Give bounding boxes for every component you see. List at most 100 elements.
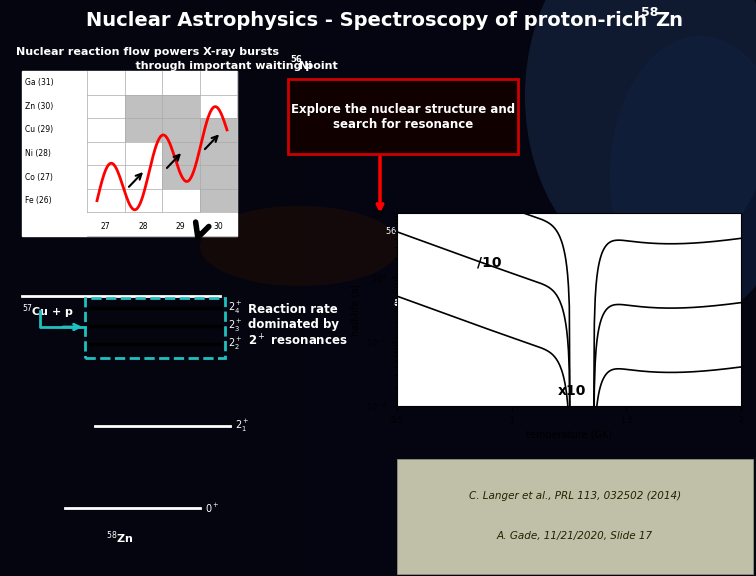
Bar	[302, 570, 756, 573]
Bar	[302, 185, 756, 188]
Bar	[302, 229, 756, 232]
Bar	[302, 240, 756, 243]
Bar	[302, 460, 756, 463]
Bar	[302, 26, 756, 29]
Bar	[302, 550, 756, 553]
Bar	[302, 440, 756, 443]
Bar	[302, 90, 756, 93]
Text: 58: 58	[641, 6, 658, 20]
Text: Nuclear reaction flow powers X-ray bursts: Nuclear reaction flow powers X-ray burst…	[17, 47, 280, 57]
Bar	[302, 301, 756, 304]
Bar	[302, 64, 756, 67]
Bar	[302, 518, 756, 521]
Text: 28: 28	[138, 222, 148, 231]
Bar	[302, 6, 756, 9]
Bar	[302, 521, 756, 524]
Bar	[302, 252, 756, 255]
Bar	[302, 316, 756, 319]
Bar	[302, 443, 756, 446]
Bar	[302, 376, 756, 379]
Bar	[302, 278, 756, 281]
Text: 27: 27	[101, 222, 110, 231]
Bar	[302, 23, 756, 26]
Bar	[302, 116, 756, 119]
Bar	[302, 183, 756, 185]
Bar	[302, 98, 756, 101]
Bar	[302, 104, 756, 107]
Bar	[302, 431, 756, 434]
Bar	[302, 336, 756, 339]
Bar	[302, 177, 756, 180]
Bar	[22, 71, 237, 236]
Bar	[302, 423, 756, 426]
Bar	[302, 232, 756, 234]
Bar	[302, 263, 756, 266]
Text: $^{57}$Cu + p: $^{57}$Cu + p	[22, 303, 74, 321]
Bar	[302, 257, 756, 260]
Bar	[302, 93, 756, 96]
Y-axis label: half-life (s): half-life (s)	[351, 283, 361, 336]
Bar	[302, 153, 756, 156]
Bar	[302, 480, 756, 483]
Bar	[302, 411, 756, 414]
Bar	[302, 539, 756, 541]
Bar	[302, 287, 756, 290]
Bar	[302, 243, 756, 246]
Bar	[85, 298, 225, 358]
Bar	[162, 118, 200, 142]
Bar	[302, 408, 756, 411]
Bar	[302, 515, 756, 518]
Bar	[302, 391, 756, 393]
Bar	[302, 150, 756, 153]
Bar	[302, 290, 756, 293]
Text: Zn (30): Zn (30)	[25, 102, 53, 111]
Bar	[302, 159, 756, 162]
Text: 56: 56	[290, 55, 302, 65]
Bar	[302, 434, 756, 437]
Bar	[200, 165, 237, 189]
Text: /10: /10	[477, 255, 502, 269]
Bar	[302, 403, 756, 406]
Bar	[302, 174, 756, 177]
Bar	[302, 281, 756, 283]
Bar	[302, 209, 756, 211]
Bar	[302, 478, 756, 480]
Bar	[302, 43, 756, 46]
Bar	[302, 454, 756, 457]
Bar	[302, 573, 756, 576]
Bar	[302, 293, 756, 295]
Bar	[302, 139, 756, 142]
X-axis label: temperature (GK): temperature (GK)	[526, 430, 612, 441]
Bar	[302, 498, 756, 501]
Bar	[302, 559, 756, 562]
Bar	[302, 200, 756, 203]
Text: Fe (26): Fe (26)	[25, 196, 51, 205]
Bar	[302, 339, 756, 342]
Bar	[302, 142, 756, 145]
Bar	[302, 512, 756, 515]
Bar	[302, 463, 756, 466]
Bar	[302, 452, 756, 454]
Bar	[302, 324, 756, 327]
Bar	[302, 130, 756, 133]
Bar	[302, 113, 756, 116]
Bar	[302, 194, 756, 197]
Bar	[302, 388, 756, 391]
Bar	[302, 553, 756, 556]
Text: 2$_2^+$: 2$_2^+$	[228, 336, 243, 352]
Bar	[162, 142, 200, 165]
Bar	[302, 344, 756, 347]
Text: 0$^+$: 0$^+$	[205, 502, 219, 514]
Bar	[302, 393, 756, 396]
Bar	[302, 307, 756, 310]
Text: Ni: Ni	[299, 61, 312, 71]
Text: Ga (31): Ga (31)	[25, 78, 54, 88]
Bar	[302, 396, 756, 399]
Bar	[302, 203, 756, 206]
Bar	[302, 122, 756, 124]
Bar	[302, 147, 756, 150]
Bar	[302, 330, 756, 333]
Bar	[302, 246, 756, 249]
Bar	[302, 373, 756, 376]
Bar	[302, 420, 756, 423]
